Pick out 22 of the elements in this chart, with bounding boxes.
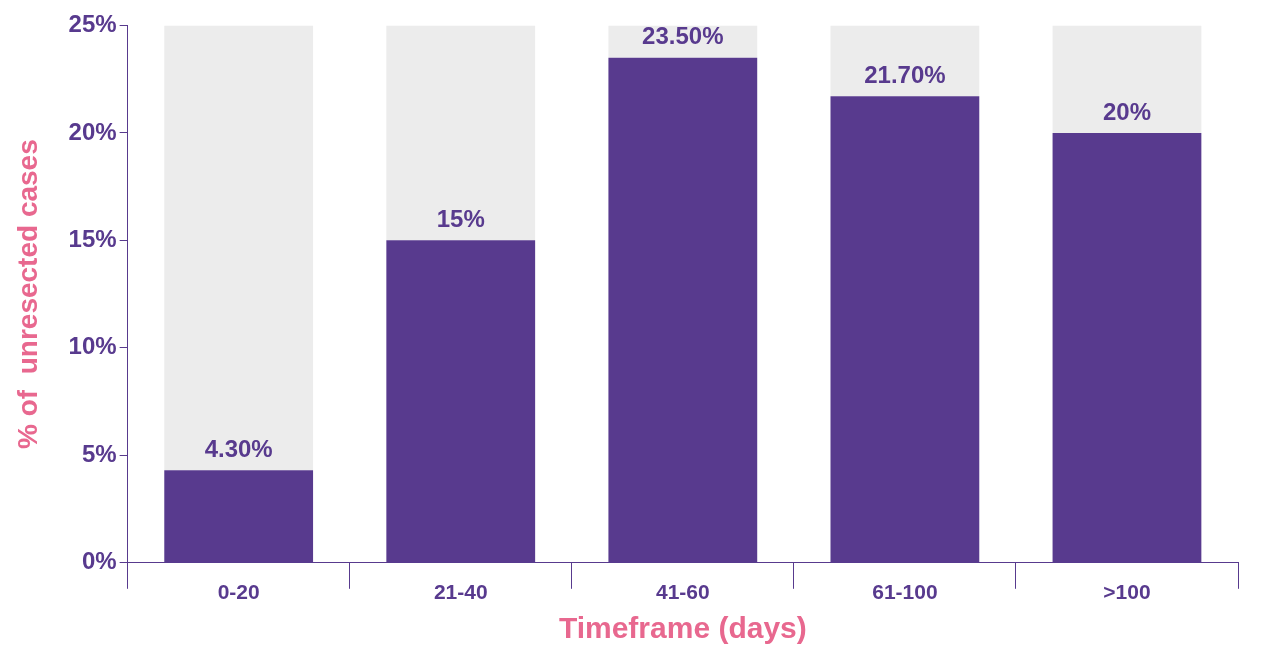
x-tick-label: 0-20 — [217, 580, 260, 604]
data-label: 21.70% — [864, 60, 946, 88]
x-axis-title: Timeframe (days) — [558, 611, 807, 645]
data-label: 4.30% — [204, 434, 273, 462]
x-tick-label: >100 — [1103, 580, 1151, 604]
x-tick-label: 61-100 — [872, 580, 938, 604]
data-label: 15% — [436, 204, 485, 232]
bar — [830, 25, 980, 97]
data-label: 23.50% — [642, 22, 724, 50]
y-tick-label: 15% — [68, 224, 117, 252]
data-label: 20% — [1102, 97, 1151, 125]
y-tick-label: 10% — [68, 332, 117, 360]
bar — [1052, 25, 1202, 133]
bar — [164, 25, 314, 471]
x-tick-label: 41-60 — [655, 580, 710, 604]
y-tick-label: 20% — [68, 117, 117, 145]
y-axis-title: % of unresected cases — [11, 139, 43, 449]
x-tick-label: 21-40 — [433, 580, 488, 604]
y-tick-label: 0% — [81, 547, 117, 575]
bar — [386, 25, 536, 241]
y-tick-label: 5% — [81, 439, 117, 467]
y-tick-label: 25% — [68, 10, 117, 38]
